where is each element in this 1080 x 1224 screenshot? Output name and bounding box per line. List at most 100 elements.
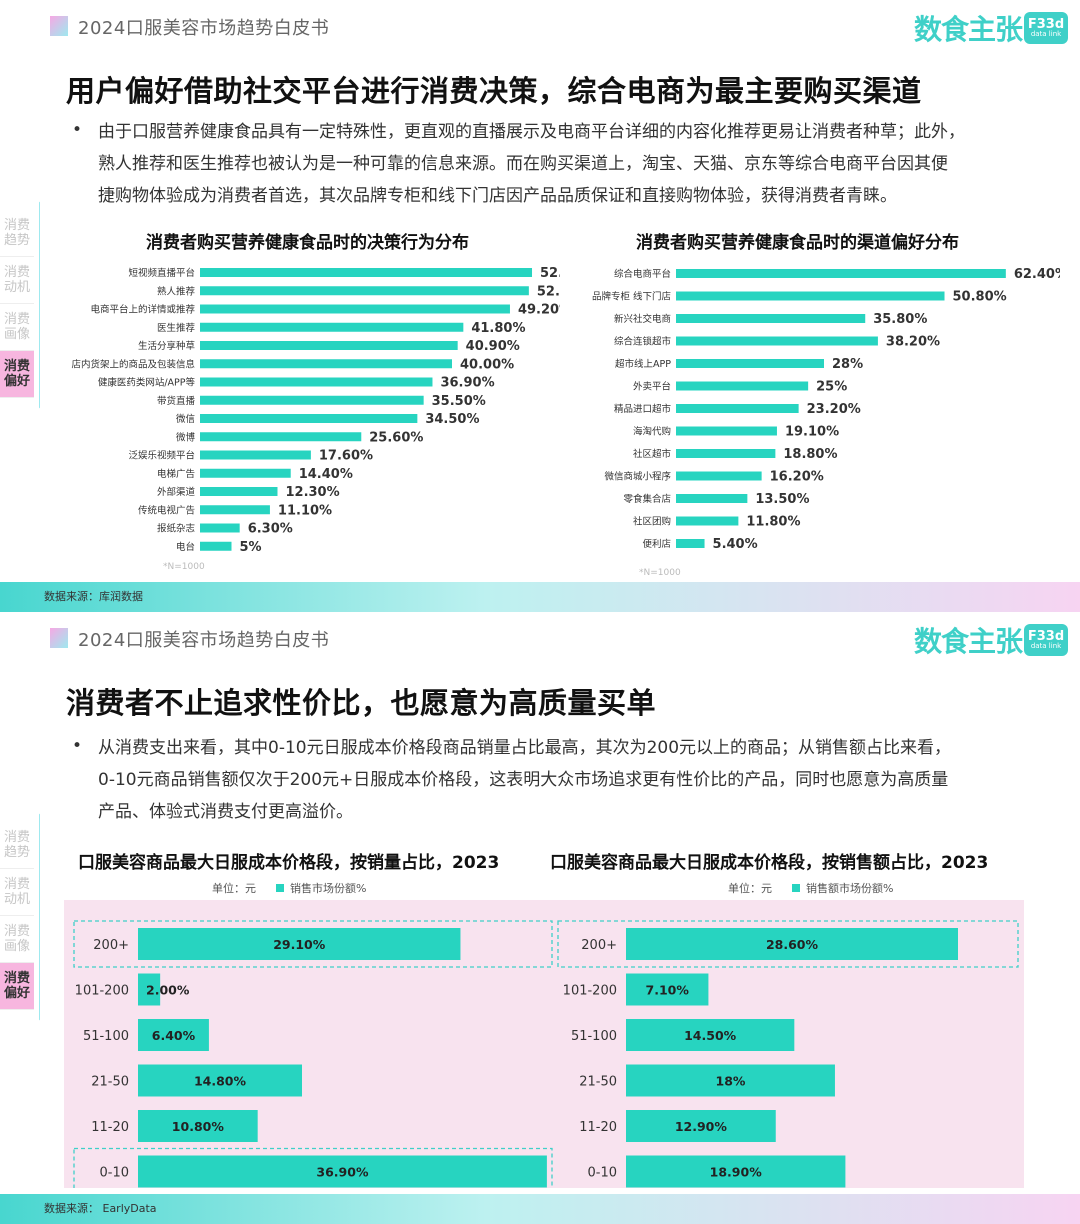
side-nav: 消费趋势 消费动机 消费画像 消费偏好: [0, 822, 34, 1010]
bullet-icon: •: [72, 120, 83, 140]
bar: [200, 541, 232, 551]
header-title: 2024口服美容市场趋势白皮书: [78, 18, 330, 39]
bar: [138, 973, 161, 1006]
header-title: 2024口服美容市场趋势白皮书: [78, 630, 330, 651]
footer-band: [0, 582, 1080, 612]
bar: [626, 1110, 776, 1142]
bar: [676, 314, 866, 323]
paragraph-line: 产品、体验式消费支付更高溢价。: [98, 802, 353, 822]
side-nav-item-preference[interactable]: 消费偏好: [0, 963, 34, 1010]
data-label: 50.80%: [953, 290, 1007, 305]
data-source: 数据来源：库润数据: [44, 590, 143, 603]
data-label: 5.40%: [713, 537, 758, 552]
side-nav-item-trend[interactable]: 消费趋势: [0, 822, 34, 869]
logo-badge-text: F33d: [1027, 629, 1065, 644]
bar: [200, 468, 291, 478]
data-label: 28.60%: [766, 937, 819, 952]
data-label: 25.60%: [369, 430, 423, 445]
data-label: 17.60%: [319, 449, 373, 464]
footer-band: [0, 1194, 1080, 1224]
chart-title-decision: 消费者购买营养健康食品时的决策行为分布: [146, 233, 469, 253]
paragraph-line: 捷购物体验成为消费者首选，其次品牌专柜和线下门店因产品品质保证和直接购物体验，获…: [98, 186, 897, 206]
logo-badge-subtext: data link: [1030, 30, 1062, 38]
highlight-frame: [557, 920, 1019, 968]
channel-preference-chart: 综合电商平台 62.40% 品牌专柜 线下门店 50.80% 新兴社交电商 35.80% 综…: [592, 267, 1060, 578]
bar: [676, 336, 878, 346]
page-title: 消费者不止追求性价比，也愿意为高质量买单: [66, 686, 657, 720]
bar: [138, 1155, 547, 1188]
brand-logo: 数食主张 F33d data link: [914, 8, 1068, 48]
side-nav-item-preference[interactable]: 消费偏好: [0, 351, 34, 398]
side-nav-frame: [0, 170, 40, 440]
category-label: 传统电视广告: [138, 504, 195, 516]
bar: [200, 304, 510, 314]
data-label: 28%: [832, 357, 863, 372]
data-label: 14.40%: [299, 467, 353, 482]
side-nav-item-profile[interactable]: 消费画像: [0, 304, 34, 351]
data-label: 36.90%: [440, 376, 494, 391]
side-nav-item-profile[interactable]: 消费画像: [0, 916, 34, 963]
data-label: 25%: [816, 380, 847, 395]
category-label: 电商平台上的详情或推荐: [90, 304, 195, 316]
category-label: 200+: [93, 938, 129, 953]
category-label: 社区团购: [633, 516, 671, 528]
category-label: 熟人推荐: [157, 285, 196, 297]
category-label: 新兴社交电商: [614, 313, 671, 325]
bar: [138, 1064, 302, 1097]
side-nav-item-motive[interactable]: 消费动机: [0, 257, 34, 304]
side-nav-frame: [0, 782, 40, 1052]
header-mark-icon: [50, 628, 68, 648]
bar: [676, 494, 748, 503]
bar: [200, 450, 311, 460]
side-nav: 消费趋势 消费动机 消费画像 消费偏好: [0, 210, 34, 398]
highlight-frame: [73, 920, 553, 968]
category-label: 11-20: [579, 1120, 617, 1135]
unit-label: 单位：元: [728, 882, 772, 895]
category-label: 外部渠道: [157, 486, 196, 498]
bar: [676, 291, 945, 301]
bar: [200, 268, 533, 277]
paragraph-line: 熟人推荐和医生推荐也被认为是一种可靠的信息来源。而在购买渠道上，淘宝、天猫、京东…: [98, 154, 948, 174]
data-label: 49.20%: [518, 303, 560, 318]
logo-badge: F33d data link: [1024, 624, 1068, 656]
legend-right: 单位：元 销售额市场份额%: [728, 880, 893, 896]
unit-label: 单位：元: [212, 882, 256, 895]
category-label: 生活分享种草: [138, 340, 195, 352]
category-label: 微博: [176, 431, 196, 443]
data-label: 62.40%: [1014, 267, 1060, 282]
bar: [200, 487, 278, 496]
bar: [676, 516, 739, 526]
category-label: 101-200: [563, 984, 617, 999]
bar: [200, 286, 529, 296]
legend-label: 销售额市场份额%: [806, 882, 894, 895]
bar: [200, 505, 270, 515]
category-label: 外卖平台: [633, 381, 671, 393]
category-label: 店内货架上的商品及包装信息: [71, 358, 195, 370]
sample-note: *N=1000: [639, 568, 681, 578]
bar: [138, 1019, 209, 1051]
category-label: 电台: [176, 541, 195, 553]
bar: [200, 377, 433, 387]
data-label: 18.80%: [783, 447, 837, 462]
slide-2: 2024口服美容市场趋势白皮书 数食主张 F33d data link 消费者不…: [0, 612, 1080, 1224]
bar: [676, 381, 809, 391]
data-label: 38.20%: [886, 335, 940, 350]
bar: [676, 359, 824, 368]
data-source: 数据来源： EarlyData: [44, 1202, 157, 1215]
bar: [200, 359, 452, 369]
data-label: 5%: [240, 540, 262, 555]
bar: [626, 1155, 846, 1188]
category-label: 便利店: [642, 538, 671, 550]
bar: [626, 1064, 835, 1097]
category-label: 微信商城小程序: [604, 471, 671, 483]
category-label: 101-200: [75, 984, 129, 999]
page-title: 用户偏好借助社交平台进行消费决策，综合电商为最主要购买渠道: [66, 74, 922, 108]
side-nav-item-motive[interactable]: 消费动机: [0, 869, 34, 916]
category-label: 0-10: [99, 1166, 129, 1181]
category-label: 报纸杂志: [157, 523, 195, 535]
data-label: 11.80%: [746, 515, 800, 530]
category-label: 51-100: [83, 1029, 129, 1044]
side-nav-item-trend[interactable]: 消费趋势: [0, 210, 34, 257]
bar: [626, 928, 958, 960]
data-label: 52.70%: [540, 266, 560, 281]
